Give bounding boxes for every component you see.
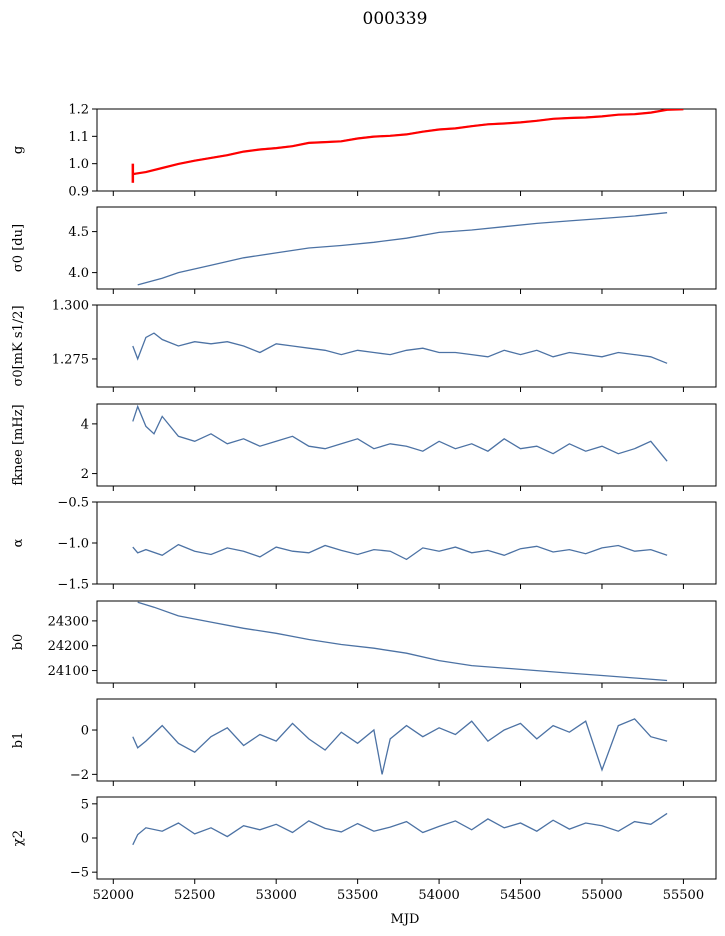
- y-tick-label: 0.9: [68, 185, 89, 200]
- y-tick-label: 4.5: [68, 225, 89, 240]
- y-tick-label: −1.5: [57, 578, 89, 593]
- y-tick-label: −0.5: [57, 496, 89, 511]
- axes-frame: [96, 403, 717, 487]
- subplot-g: 0.9 1.0 1.1 1.2 g: [11, 103, 717, 200]
- y-axis-label: fknee [mHz]: [11, 404, 26, 485]
- x-tick-label: 54500: [500, 888, 541, 903]
- y-tick-label: 1.2: [68, 103, 89, 118]
- y-axis-label: b0: [11, 634, 26, 651]
- x-tick-label: 53500: [337, 888, 378, 903]
- subplot-chi2: −5 0 5 χ2: [11, 796, 717, 884]
- x-tick-label: 52500: [174, 888, 215, 903]
- series-line-b1: [132, 718, 668, 775]
- x-tick-label: 54000: [418, 888, 459, 903]
- y-axis-label: α: [11, 538, 26, 547]
- y-tick-label: 1.300: [52, 299, 89, 314]
- y-tick-label: −2: [70, 768, 89, 783]
- series-line-alpha: [132, 543, 668, 561]
- y-tick-label: −1.0: [57, 537, 89, 552]
- y-axis-label: σ0 [du]: [11, 224, 26, 272]
- y-tick-label: 4.0: [68, 266, 89, 281]
- series-line-fknee: [132, 404, 668, 462]
- axes-frame: [96, 796, 717, 880]
- y-tick-label: 4: [81, 417, 89, 432]
- series-line-b0: [137, 601, 668, 682]
- subplot-stack: 0.9 1.0 1.1 1.2 g 4.0 4.5 σ0 [du] 1.275 1.300 σ0[m…: [11, 103, 717, 884]
- subplot-alpha: −1.5 −1.0 −0.5 α: [11, 496, 717, 593]
- subplot-sigma0_mKs: 1.275 1.300 σ0[mK s1/2]: [11, 299, 717, 392]
- x-tick-label: 55500: [663, 888, 704, 903]
- y-tick-label: 24200: [48, 639, 89, 654]
- y-tick-label: −5: [70, 866, 89, 881]
- axes-frame: [96, 600, 717, 684]
- y-axis-label: g: [11, 146, 26, 154]
- axes-frame: [96, 304, 717, 388]
- subplot-b1: −2 0 b1: [11, 698, 717, 786]
- y-tick-label: 0: [81, 724, 89, 739]
- y-tick-label: 0: [81, 832, 89, 847]
- shared-x-axis: 52000 52500 53000 53500 54000 54500 55000 55500: [93, 888, 704, 903]
- subplot-sigma0_du: 4.0 4.5 σ0 [du]: [11, 206, 717, 294]
- series-line-g: [132, 109, 668, 176]
- figure-title: 000339: [363, 9, 428, 29]
- axes-frame: [96, 108, 717, 192]
- subplot-fknee: 2 4 fknee [mHz]: [11, 403, 717, 491]
- y-tick-label: 1.0: [68, 157, 89, 172]
- y-tick-label: 24300: [48, 614, 89, 629]
- y-tick-label: 1.1: [68, 130, 89, 145]
- y-tick-label: 2: [81, 467, 89, 482]
- series-line-sigma0_mKs: [132, 332, 668, 364]
- axes-frame: [96, 501, 717, 585]
- x-tick-label: 55000: [581, 888, 622, 903]
- y-tick-label: 5: [81, 797, 89, 812]
- x-tick-label: 53000: [256, 888, 297, 903]
- fit-line: [132, 109, 684, 176]
- series-line-sigma0_du: [137, 212, 668, 286]
- x-tick-label: 52000: [93, 888, 134, 903]
- y-tick-label: 1.275: [52, 352, 89, 367]
- subplot-b0: 24100 24200 24300 b0: [11, 600, 717, 688]
- axes-frame: [96, 206, 717, 290]
- axes-frame: [96, 698, 717, 782]
- x-axis-label: MJD: [391, 912, 420, 927]
- y-axis-label: σ0[mK s1/2]: [11, 305, 26, 386]
- y-axis-label: b1: [11, 732, 26, 749]
- y-tick-label: 24100: [48, 664, 89, 679]
- y-axis-label: χ2: [11, 830, 26, 846]
- series-line-chi2: [132, 812, 668, 846]
